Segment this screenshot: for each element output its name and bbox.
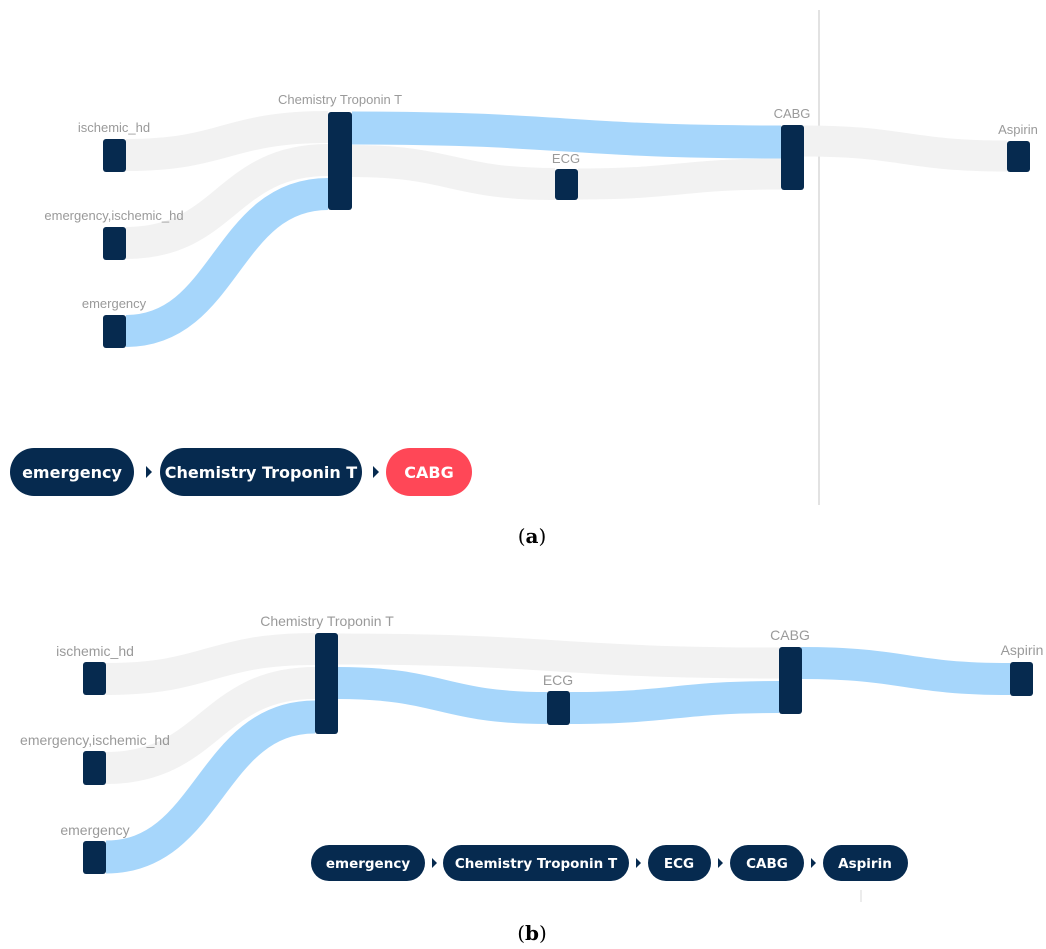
node-troponin[interactable] [315,633,338,734]
node-cabg[interactable] [781,125,804,190]
label-emergency: emergency [60,822,129,838]
label-troponin: Chemistry Troponin T [278,92,402,107]
node-aspirin[interactable] [1010,662,1033,696]
sankey-links-a [125,111,1008,347]
sankey-labels-b: ischemic_hd emergency,ischemic_hd emerge… [20,613,1043,838]
link-emergency-ischemic-to-troponin[interactable] [105,667,316,784]
label-cabg: CABG [774,106,811,121]
crumb-emergency-label: emergency [22,463,122,482]
label-ecg: ECG [552,151,580,166]
sankey-nodes-a [103,112,1030,348]
path-breadcrumb-a: emergency Chemistry Troponin T CABG [10,448,472,496]
link-ischemic-to-troponin[interactable] [125,111,329,171]
label-ischemic-hd: ischemic_hd [56,643,134,659]
caption-b: (b) [517,921,547,945]
label-emergency-ischemic-hd: emergency,ischemic_hd [20,732,170,748]
crumb-aspirin-label: Aspirin [838,856,892,872]
label-emergency-ischemic-hd: emergency,ischemic_hd [44,208,183,223]
crumb-troponin[interactable] [443,845,629,881]
label-ecg: ECG [543,672,573,688]
node-troponin[interactable] [328,112,352,210]
crumb-arrow-icon [636,858,641,868]
path-breadcrumb-b: emergency Chemistry Troponin T ECG CABG … [311,845,908,881]
node-emergency[interactable] [103,315,126,348]
panel-b: ischemic_hd emergency,ischemic_hd emerge… [20,613,1043,945]
link-troponin-to-cabg[interactable] [351,111,782,159]
crumb-arrow-icon [718,858,723,868]
link-ischemic-to-troponin[interactable] [105,633,316,695]
node-emergency-ischemic-hd[interactable] [103,227,126,260]
node-ischemic-hd[interactable] [103,139,126,172]
crumb-ecg-label: ECG [664,856,694,872]
sankey-links-b [105,633,1011,874]
link-cabg-to-aspirin[interactable] [800,647,1011,695]
link-ecg-to-cabg[interactable] [577,158,782,200]
label-emergency: emergency [82,296,147,311]
crumb-emergency[interactable] [311,845,425,881]
crumb-emergency[interactable] [10,448,134,496]
caption-a: (a) [518,524,547,548]
crumb-troponin-label: Chemistry Troponin T [165,463,358,482]
node-emergency[interactable] [83,841,106,874]
crumb-aspirin[interactable] [823,845,908,881]
node-ischemic-hd[interactable] [83,662,106,695]
link-cabg-to-aspirin[interactable] [802,125,1008,172]
link-troponin-to-ecg[interactable] [351,145,556,200]
label-aspirin: Aspirin [998,122,1038,137]
link-emergency-ischemic-to-troponin[interactable] [125,144,329,259]
panel-a: ischemic_hd emergency,ischemic_hd emerge… [10,10,1038,548]
crumb-ecg[interactable] [648,845,711,881]
crumb-cabg-active[interactable] [386,448,472,496]
crumb-troponin[interactable] [160,448,362,496]
node-aspirin[interactable] [1007,141,1030,172]
crumb-arrow-icon [811,858,816,868]
crumb-arrow-icon [373,466,379,478]
crumb-cabg-label: CABG [404,463,453,482]
crumb-cabg[interactable] [730,845,804,881]
link-emergency-to-troponin[interactable] [125,178,329,347]
link-troponin-to-cabg[interactable] [337,633,780,679]
crumb-arrow-icon [432,858,437,868]
link-troponin-to-ecg[interactable] [337,667,548,724]
label-ischemic-hd: ischemic_hd [78,120,150,135]
link-ecg-to-cabg[interactable] [569,681,780,724]
label-cabg: CABG [770,627,810,643]
node-emergency-ischemic-hd[interactable] [83,751,106,785]
crumb-arrow-icon [146,466,152,478]
node-cabg[interactable] [779,647,802,714]
link-emergency-to-troponin[interactable] [105,700,316,874]
crumb-emergency-label: emergency [326,856,410,872]
node-ecg[interactable] [555,169,578,200]
label-aspirin: Aspirin [1001,642,1044,658]
crumb-troponin-label: Chemistry Troponin T [455,856,618,872]
sankey-labels-a: ischemic_hd emergency,ischemic_hd emerge… [44,92,1037,311]
sankey-nodes-b [83,633,1033,874]
node-ecg[interactable] [547,691,570,725]
label-troponin: Chemistry Troponin T [260,613,394,629]
crumb-cabg-label: CABG [746,856,788,872]
